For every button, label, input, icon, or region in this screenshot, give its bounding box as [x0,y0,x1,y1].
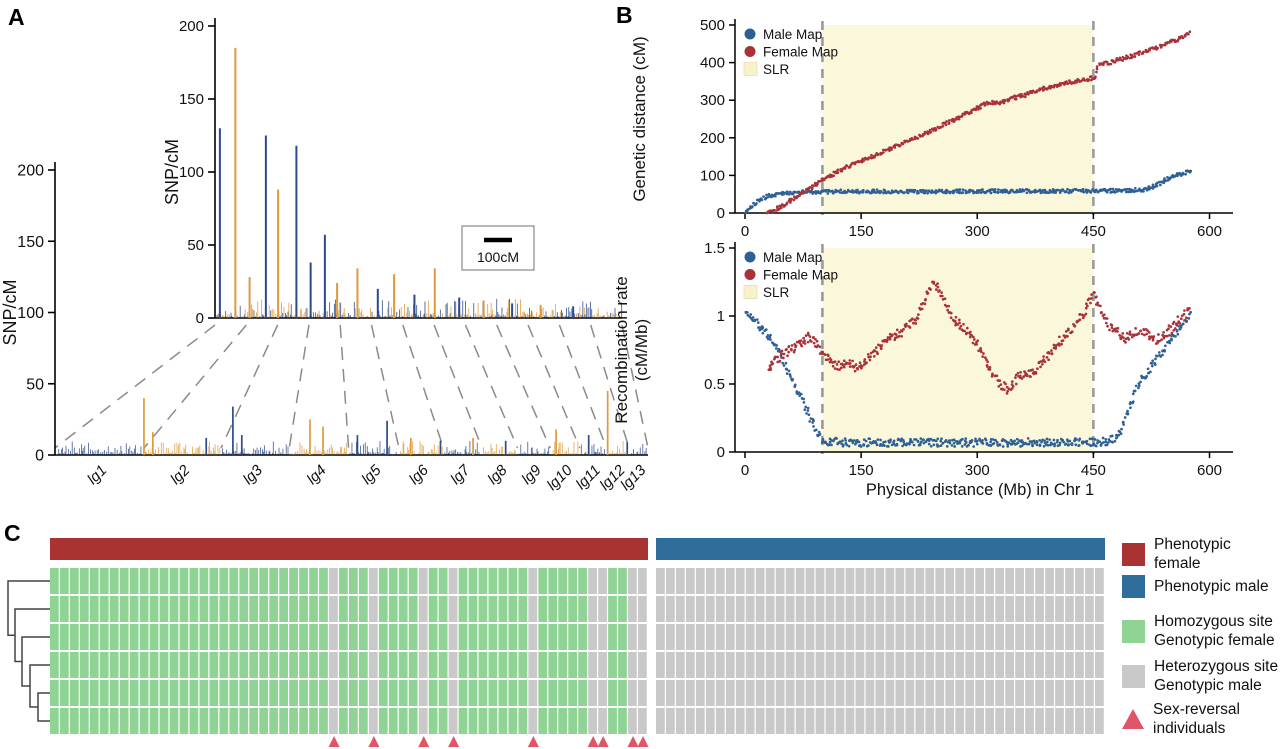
b-plot-B_recomb: 0 0.5 1 1.5 0 150 300 450 600 Male Map Female Map S… [615,240,1233,499]
b-plot-legend: Male Map Female Map SLR [743,27,838,77]
svg-text:Recombination rate: Recombination rate [615,276,631,423]
svg-text:0.5: 0.5 [704,376,725,393]
a-inset-snp-spikes [216,47,623,318]
series-female-map [767,280,1191,395]
svg-text:Male Map: Male Map [763,27,822,42]
svg-text:0: 0 [741,462,749,479]
svg-text:Physical distance (Mb) in Chr: Physical distance (Mb) in Chr 1 [866,481,1094,499]
phenotypic-female-bar [50,538,648,560]
svg-text:lg6: lg6 [406,461,433,488]
legend-item-heterozygous-site: Heterozygous site Genotypic male [1122,657,1278,695]
series-male-map [744,169,1193,215]
legend-item-homozygous-site: Homozygous site Genotypic female [1122,612,1275,650]
legend-label: Sex-reversal individuals [1153,701,1240,737]
legend-label: Heterozygous site Genotypic male [1154,658,1279,694]
svg-text:100: 100 [17,305,44,322]
svg-text:100cM: 100cM [477,249,519,265]
panel-a-snp-density-plot: 0 50 100 150 200 SNP/cM lg1 lg2 lg3 lg4 lg5 lg6 lg7 l… [0,18,650,494]
svg-text:Female Map: Female Map [763,268,838,283]
scalebar-legend: 100cM [461,225,535,271]
svg-text:SNP/cM: SNP/cM [0,279,20,345]
svg-text:200: 200 [700,130,725,147]
svg-text:600: 600 [1197,223,1222,240]
svg-text:1.5: 1.5 [704,240,725,257]
phenotypic-male-swatch-icon [1122,575,1145,598]
slr-region [822,248,1094,452]
series-male-map [744,310,1193,448]
svg-text:lg1: lg1 [84,462,110,488]
svg-text:lg7: lg7 [447,461,474,488]
svg-text:SLR: SLR [763,62,790,77]
a-main-snp-spikes [56,390,647,455]
legend-label: Phenotypic female [1154,536,1231,572]
svg-text:150: 150 [849,223,874,240]
svg-text:lg3: lg3 [240,461,267,488]
legend-item-sex-reversal: Sex-reversal individuals [1122,700,1240,738]
svg-text:0: 0 [741,223,749,240]
sex-reversal-markers [328,736,649,747]
svg-text:50: 50 [187,237,204,254]
phenotypic-female-swatch-icon [1122,542,1145,566]
svg-text:SNP/cM: SNP/cM [162,139,182,205]
homozygous-site-swatch-icon [1122,619,1145,643]
svg-text:600: 600 [1197,462,1222,479]
svg-text:1: 1 [717,308,725,325]
svg-text:300: 300 [965,223,990,240]
svg-text:50: 50 [26,376,44,393]
svg-text:lg4: lg4 [304,462,330,488]
legend-item-phenotypic-male: Phenotypic male [1122,575,1269,598]
svg-text:150: 150 [179,91,204,108]
svg-text:100: 100 [179,164,204,181]
svg-text:450: 450 [1081,462,1106,479]
b-plot-B_genetic: 0 100 200 300 400 500 0 150 300 450 600 Male Map Fem… [630,17,1233,240]
a-inset-axes: 0 50 100 150 200 SNP/cM [162,18,622,327]
svg-text:200: 200 [17,163,44,180]
panel-a-label: A [8,4,25,30]
svg-text:lg11: lg11 [573,462,604,493]
lg-connector-lines [54,324,649,449]
svg-text:150: 150 [17,234,44,251]
svg-text:lg5: lg5 [358,461,385,488]
svg-text:200: 200 [179,18,204,35]
svg-text:150: 150 [849,462,874,479]
svg-text:0: 0 [717,205,725,222]
svg-text:0: 0 [196,310,204,327]
svg-text:0: 0 [717,444,725,461]
svg-text:lg10: lg10 [544,461,577,494]
a-main-axes: 0 50 100 150 200 SNP/cM lg1 lg2 lg3 lg4 lg5 lg6 lg7 l… [0,162,650,494]
svg-text:Genetic distance (cM): Genetic distance (cM) [630,36,649,201]
svg-text:SLR: SLR [763,285,790,300]
svg-text:lg2: lg2 [167,461,194,488]
series-female-map [765,30,1192,215]
panel-c-group [7,538,1105,747]
svg-text:300: 300 [700,92,725,109]
panel-a-group: 0 50 100 150 200 SNP/cM lg1 lg2 lg3 lg4 lg5 lg6 lg7 l… [0,18,650,494]
svg-text:Male Map: Male Map [763,250,822,265]
genotype-cells [50,568,1104,734]
legend-label: Homozygous site Genotypic female [1154,613,1275,649]
panel-c-label: C [4,520,21,546]
dendrogram [7,580,50,722]
svg-text:(cM/Mb): (cM/Mb) [632,319,651,381]
svg-text:300: 300 [965,462,990,479]
svg-text:lg9: lg9 [518,461,545,488]
svg-text:Female Map: Female Map [763,45,838,60]
panel-b-label: B [616,2,633,28]
svg-text:500: 500 [700,17,725,34]
phenotypic-male-bar [656,538,1105,560]
svg-text:400: 400 [700,55,725,72]
b-plot-legend: Male Map Female Map SLR [743,250,838,300]
legend-item-phenotypic-female: Phenotypic female [1122,535,1280,573]
legend-label: Phenotypic male [1154,578,1269,595]
svg-text:0: 0 [35,448,44,465]
heterozygous-site-swatch-icon [1122,664,1145,688]
panel-c-genotype-heatmap [7,538,1105,747]
svg-text:450: 450 [1081,223,1106,240]
svg-text:lg8: lg8 [484,461,511,488]
svg-text:100: 100 [700,167,725,184]
sex-reversal-triangle-icon [1122,709,1144,729]
